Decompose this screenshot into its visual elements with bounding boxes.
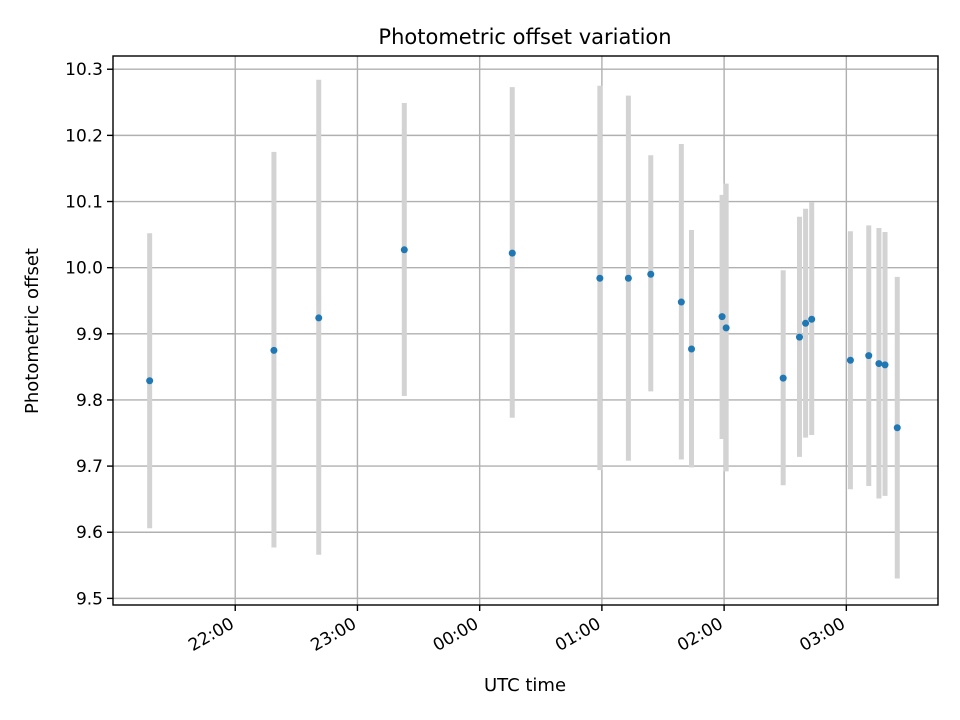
x-tick-label: 03:00 xyxy=(796,614,848,656)
x-tick-label: 02:00 xyxy=(674,614,726,656)
y-tick-label: 9.8 xyxy=(76,391,103,411)
y-tick-label: 9.5 xyxy=(76,589,103,609)
data-point xyxy=(688,345,696,353)
y-axis: 9.5 9.6 9.7 9.8 9.9 10.0 10.1 10.2 10.3 xyxy=(65,60,113,609)
data-point xyxy=(779,374,787,382)
data-point xyxy=(677,298,685,306)
data-point xyxy=(881,361,889,369)
data-point xyxy=(508,249,516,257)
plot-frame xyxy=(112,55,939,606)
data-point xyxy=(146,377,154,385)
data-point xyxy=(718,313,726,321)
y-tick-label: 10.2 xyxy=(65,126,103,146)
data-point xyxy=(893,424,901,432)
data-point xyxy=(722,324,730,332)
data-point xyxy=(624,274,632,282)
data-point xyxy=(270,346,278,354)
chart-title: Photometric offset variation xyxy=(378,25,671,49)
data-point xyxy=(647,270,655,278)
y-tick-label: 9.6 xyxy=(76,523,103,543)
x-axis-label: UTC time xyxy=(484,675,566,696)
data-point xyxy=(596,274,604,282)
data-point xyxy=(315,314,323,322)
y-tick-label: 9.9 xyxy=(76,325,103,345)
x-axis: 22:00 23:00 00:00 01:00 02:00 03:00 xyxy=(185,605,849,656)
data-point xyxy=(846,356,854,364)
y-tick-label: 10.0 xyxy=(65,259,103,279)
x-tick-label: 01:00 xyxy=(552,614,604,656)
x-tick-label: 23:00 xyxy=(308,614,360,656)
data-point xyxy=(795,333,803,341)
data-point xyxy=(865,352,873,360)
y-tick-label: 9.7 xyxy=(76,457,103,477)
x-tick-label: 22:00 xyxy=(185,614,237,656)
data-point xyxy=(875,360,883,368)
errorbar-layer xyxy=(147,79,900,579)
grid-layer xyxy=(113,56,938,605)
y-tick-label: 10.3 xyxy=(65,60,103,80)
point-layer xyxy=(146,246,901,432)
y-tick-label: 10.1 xyxy=(65,193,103,213)
data-point xyxy=(808,315,816,323)
data-point xyxy=(802,319,810,327)
x-tick-label: 00:00 xyxy=(430,614,482,656)
y-axis-label: Photometric offset xyxy=(22,248,43,414)
data-point xyxy=(400,246,408,254)
